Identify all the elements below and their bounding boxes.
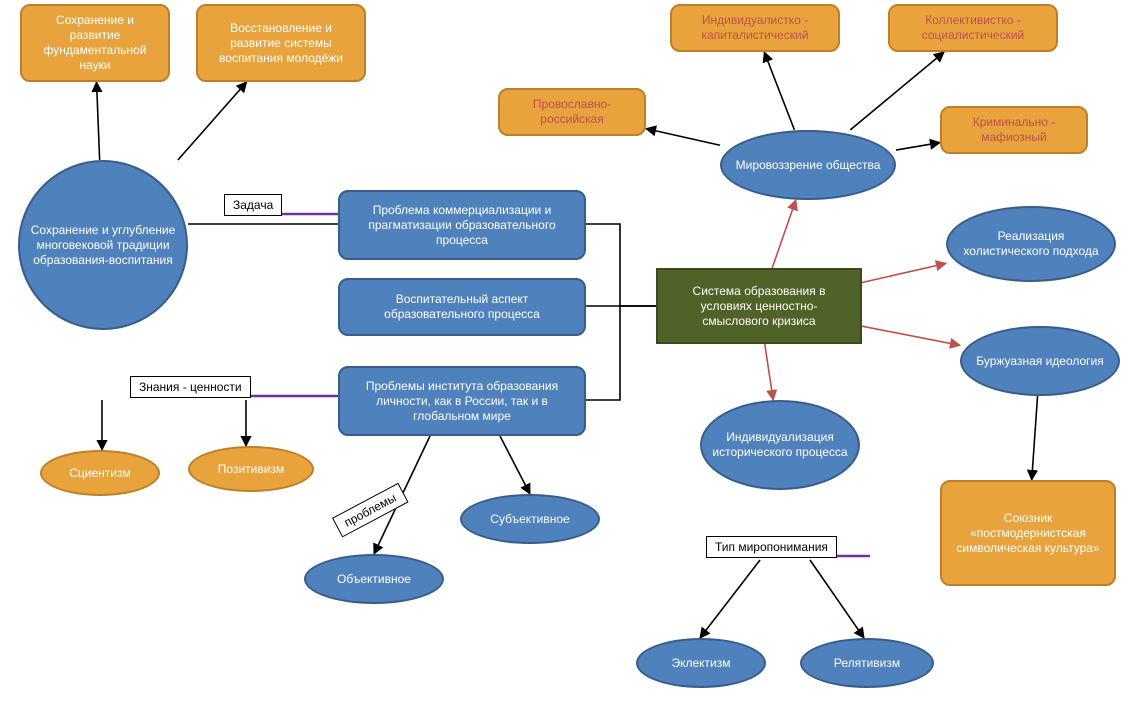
edge: [896, 143, 940, 150]
edge: [500, 436, 530, 494]
label-l2: Знания - ценности: [130, 376, 251, 398]
node-n22: Релятивизм: [800, 638, 934, 688]
node-n10: Воспитательный аспект образовательного п…: [338, 278, 586, 336]
label-l1: Задача: [224, 194, 282, 216]
edge: [850, 52, 944, 130]
node-n1: Сохранение и развитие фундаментальной на…: [20, 4, 170, 82]
node-n20: Союзник «постмодернистская символическая…: [940, 480, 1116, 586]
node-n2: Восстановление и развитие системы воспит…: [196, 4, 366, 82]
node-n6: Криминально - мафиозный: [940, 106, 1088, 154]
edge: [646, 129, 720, 146]
edge: [772, 200, 796, 268]
edge: [810, 560, 864, 638]
node-n5: Провославно-российская: [498, 88, 646, 136]
node-n17: Позитивизм: [188, 446, 314, 492]
edge: [1032, 396, 1038, 480]
edge: [178, 82, 247, 160]
node-n14: Проблемы института образования личности,…: [338, 366, 586, 436]
node-n15: Индивидуализация исторического процесса: [700, 400, 860, 490]
edge: [862, 263, 946, 282]
node-n21: Эклектизм: [636, 638, 766, 688]
label-l3: проблемы: [332, 483, 408, 538]
node-n16: Сциентизм: [40, 450, 160, 496]
node-n12: Реализация холистического подхода: [946, 206, 1116, 282]
edge: [700, 560, 760, 638]
edge: [97, 82, 100, 160]
label-l4: Тип миропонимания: [706, 536, 837, 558]
edge: [586, 224, 656, 306]
node-n11: Система образования в условиях ценностно…: [656, 268, 862, 344]
node-n4: Коллективистко - социалистический: [888, 4, 1058, 52]
node-n9: Проблема коммерциализации и прагматизаци…: [338, 190, 586, 260]
node-n19: Объективное: [304, 554, 444, 604]
node-n13: Буржуазная идеология: [960, 326, 1120, 396]
node-n18: Субъективное: [460, 494, 600, 544]
edge: [764, 52, 794, 130]
edge: [862, 326, 960, 345]
node-n8: Сохранение и углубление многовековой тра…: [18, 160, 188, 330]
edge: [765, 344, 773, 400]
node-n7: Мировоззрение общества: [720, 130, 896, 200]
node-n3: Индивидуалистко - капиталистический: [670, 4, 840, 52]
edge: [586, 306, 656, 400]
